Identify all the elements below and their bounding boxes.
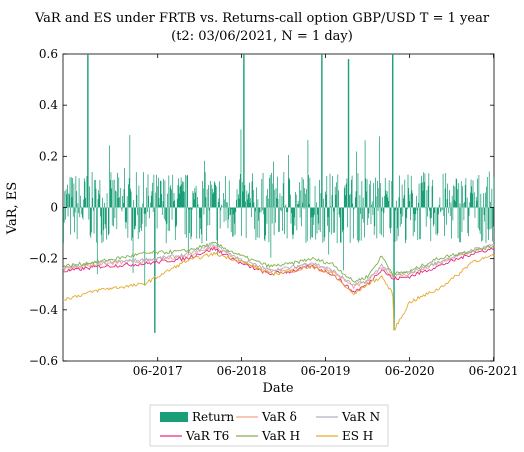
y-axis: −0.6 −0.4 −0.2 0 0.2 0.4 0.6	[29, 47, 494, 368]
x-tick-label: 06-2017	[133, 364, 183, 378]
series-return	[63, 54, 495, 333]
chart-title: VaR and ES under FRTB vs. Returns-call o…	[34, 11, 490, 26]
x-axis: 06-2017 06-2018 06-2019 06-2020 06-2021	[133, 54, 519, 378]
series-es-h	[62, 251, 495, 331]
legend-frame	[149, 404, 389, 447]
legend-label: VaR N	[341, 410, 380, 424]
returns-layer	[63, 54, 495, 333]
lines-layer	[62, 241, 495, 331]
y-tick-label: 0	[50, 201, 58, 215]
x-axis-label: Date	[262, 381, 293, 396]
x-tick-label: 06-2020	[385, 364, 435, 378]
plot-area: −0.6−0.4−0.200.20.40.6 06-2017 06-2018 06-…	[29, 47, 519, 378]
y-tick-label: 0.6	[39, 47, 58, 61]
y-axis-label: VaR, ES	[5, 182, 20, 235]
legend: Return VaR δ VaR N VaR T6 VaR H ES H	[149, 404, 389, 447]
series-var-n	[62, 243, 495, 286]
legend-label: VaR T6	[185, 429, 229, 443]
y-tick-label: 0.2	[39, 149, 58, 163]
series-var-h	[62, 241, 495, 283]
series-var-t6	[62, 246, 495, 294]
x-tick-label: 06-2021	[469, 364, 519, 378]
legend-label: VaR H	[261, 429, 300, 443]
x-tick-label: 06-2019	[301, 364, 351, 378]
legend-label: ES H	[342, 429, 373, 443]
legend-label: Return	[192, 410, 234, 424]
legend-swatch-return	[160, 412, 188, 422]
series-var-delta	[62, 244, 495, 290]
y-tick-label: −0.6	[29, 354, 58, 368]
x-tick-label: 06-2018	[217, 364, 267, 378]
y-tick-label: 0.4	[39, 98, 58, 112]
y-tick-label: −0.2	[29, 252, 58, 266]
legend-label: VaR δ	[261, 410, 297, 424]
y-tick-label: −0.4	[29, 303, 59, 317]
chart-subtitle: (t2: 03/06/2021, N = 1 day)	[171, 29, 353, 44]
